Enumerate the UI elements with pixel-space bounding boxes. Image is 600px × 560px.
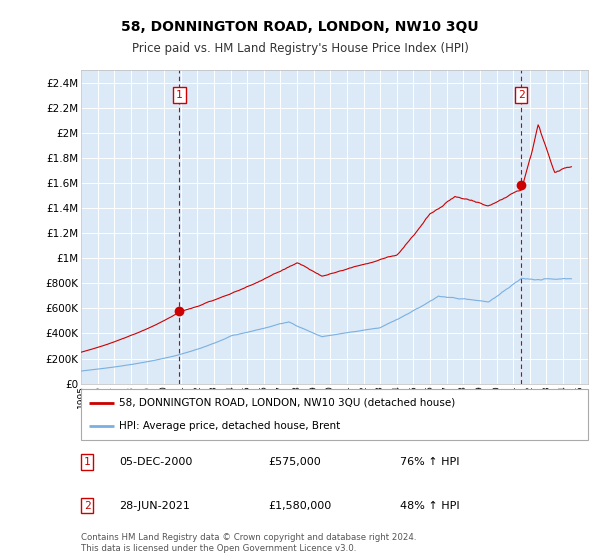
Text: 05-DEC-2000: 05-DEC-2000 (119, 457, 193, 467)
Text: 1: 1 (84, 457, 91, 467)
Text: HPI: Average price, detached house, Brent: HPI: Average price, detached house, Bren… (119, 421, 340, 431)
Text: £1,580,000: £1,580,000 (269, 501, 332, 511)
Text: 2: 2 (518, 90, 525, 100)
Text: 1: 1 (176, 90, 183, 100)
Text: 76% ↑ HPI: 76% ↑ HPI (400, 457, 460, 467)
FancyBboxPatch shape (81, 389, 588, 440)
Text: 58, DONNINGTON ROAD, LONDON, NW10 3QU (detached house): 58, DONNINGTON ROAD, LONDON, NW10 3QU (d… (119, 398, 455, 408)
Text: Price paid vs. HM Land Registry's House Price Index (HPI): Price paid vs. HM Land Registry's House … (131, 42, 469, 55)
Text: Contains HM Land Registry data © Crown copyright and database right 2024.
This d: Contains HM Land Registry data © Crown c… (81, 533, 416, 553)
Text: 2: 2 (84, 501, 91, 511)
Text: 58, DONNINGTON ROAD, LONDON, NW10 3QU: 58, DONNINGTON ROAD, LONDON, NW10 3QU (121, 20, 479, 34)
Text: 28-JUN-2021: 28-JUN-2021 (119, 501, 190, 511)
Text: 48% ↑ HPI: 48% ↑ HPI (400, 501, 460, 511)
Text: £575,000: £575,000 (269, 457, 322, 467)
